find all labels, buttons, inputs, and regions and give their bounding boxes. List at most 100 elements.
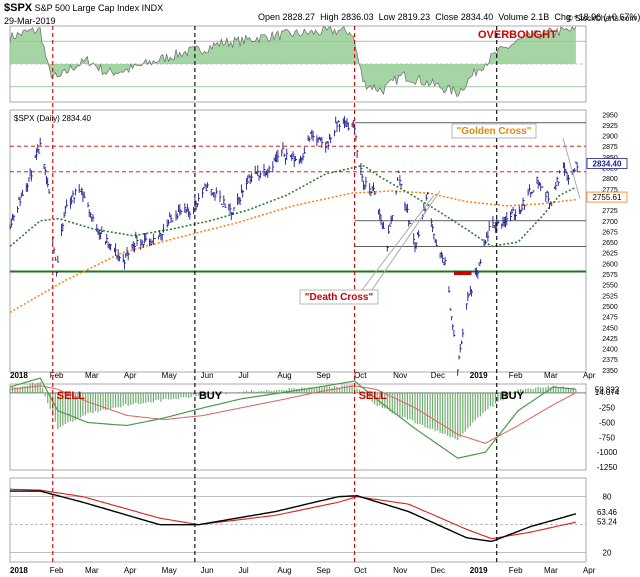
annotations: OVERBOUGHT "Golden Cross" "Death Cross" bbox=[52, 26, 581, 562]
golden-cross-pointer bbox=[562, 137, 581, 199]
signal-label-sell: SELL bbox=[57, 390, 85, 402]
x-tick-label: Apr bbox=[583, 566, 596, 575]
price-panel: $SPX (Daily) 2834.4023502375240024252450… bbox=[9, 112, 628, 376]
macd-tick-label: -250 bbox=[599, 404, 616, 413]
price-tick-label: 2875 bbox=[602, 144, 618, 151]
x-tick-label: Mar bbox=[85, 566, 99, 575]
x-tick-label: 2019 bbox=[470, 566, 488, 575]
ma-50-line bbox=[9, 164, 577, 247]
x-tick-label: Feb bbox=[50, 566, 64, 575]
price-tick-label: 2550 bbox=[602, 283, 618, 290]
macd-tick-label: -1000 bbox=[597, 448, 618, 457]
x-tick-label: May bbox=[162, 566, 177, 575]
chart-date: 29-Mar-2019 bbox=[4, 16, 56, 26]
price-tick-label: 2450 bbox=[602, 325, 618, 332]
macd-line bbox=[9, 377, 576, 459]
macd-tick-label: -1250 bbox=[597, 463, 618, 472]
x-tick-label: Sep bbox=[316, 371, 331, 380]
high-value: High 2836.03 bbox=[320, 12, 374, 22]
price-tick-label: 2625 bbox=[602, 251, 618, 258]
x-tick-label: Mar bbox=[85, 371, 99, 380]
price-tick-label: 2800 bbox=[602, 176, 618, 183]
price-tick-label: 2725 bbox=[602, 208, 618, 215]
last-price-box bbox=[586, 158, 628, 169]
price-tick-label: 2425 bbox=[602, 336, 618, 343]
macd-histogram bbox=[9, 382, 577, 441]
price-tick-label: 2950 bbox=[602, 112, 618, 119]
signal-label-sell: SELL bbox=[359, 390, 387, 402]
price-tick-label: 2775 bbox=[602, 187, 618, 194]
price-bars bbox=[9, 116, 579, 376]
osc-tick-label: 80 bbox=[603, 493, 612, 502]
x-tick-label: Jun bbox=[201, 566, 214, 575]
x-tick-label: Sep bbox=[316, 566, 331, 575]
macd-tick-label: -750 bbox=[599, 433, 616, 442]
osc-signal-line bbox=[9, 488, 577, 540]
golden-cross-box bbox=[451, 123, 537, 139]
panel-frames bbox=[9, 25, 587, 563]
x-tick-label: Apr bbox=[124, 566, 137, 575]
x-tick-label: Mar bbox=[544, 566, 558, 575]
price-tick-label: 2375 bbox=[602, 357, 618, 364]
price-tick-label: 2575 bbox=[602, 272, 618, 279]
signal-label-buy: BUY bbox=[199, 390, 223, 402]
x-tick-label: Jul bbox=[238, 566, 248, 575]
change-value: Chg +18.96 (+0.67%) bbox=[554, 12, 640, 22]
price-tick-label: 2500 bbox=[602, 304, 618, 311]
price-tick-label: 2700 bbox=[602, 219, 618, 226]
chart-header: $SPX S&P 500 Large Cap Index INDX bbox=[4, 2, 163, 14]
panel-frame-macd bbox=[9, 383, 587, 471]
price-tick-label: 2400 bbox=[602, 347, 618, 354]
x-tick-label: Jul bbox=[238, 371, 248, 380]
ohlc-readout: Open 2828.27 High 2836.03 Low 2819.23 Cl… bbox=[258, 12, 640, 22]
overbought-label: OVERBOUGHT bbox=[478, 29, 557, 41]
symbol: $SPX bbox=[4, 2, 33, 14]
close-value: Close 2834.40 bbox=[435, 12, 494, 22]
last-price-label: 2834.40 bbox=[593, 160, 622, 169]
source-credit: © StockCharts.com bbox=[567, 14, 637, 23]
x-tick-label: Aug bbox=[277, 371, 291, 380]
price-tick-label: 2650 bbox=[602, 240, 618, 247]
x-tick-label: Dec bbox=[431, 566, 445, 575]
index-name: S&P 500 Large Cap Index bbox=[34, 3, 140, 13]
breakdown-marker bbox=[453, 271, 472, 276]
price-tick-label: 2825 bbox=[602, 166, 618, 173]
death-cross-label: "Death Cross" bbox=[305, 292, 374, 303]
death-cross-box bbox=[299, 289, 379, 305]
x-tick-label: Aug bbox=[277, 566, 291, 575]
rsi-panel: -5.04 -50 -80 bbox=[10, 26, 586, 98]
price-tick-label: 2675 bbox=[602, 229, 618, 236]
price-tick-label: 2900 bbox=[602, 134, 618, 141]
x-tick-label: 2019 bbox=[470, 371, 488, 380]
panel-frame-osc bbox=[9, 477, 587, 563]
rsi-line bbox=[10, 26, 577, 98]
ma-value-label: 2755.61 bbox=[593, 193, 622, 202]
price-tick-label: 2525 bbox=[602, 293, 618, 300]
osc-tick-label: 63.46 bbox=[597, 508, 618, 517]
x-tick-label: Oct bbox=[354, 566, 367, 575]
panel-frame-price bbox=[9, 109, 587, 373]
x-tick-label: Dec bbox=[431, 371, 445, 380]
volume-value: Volume 2.1B bbox=[498, 12, 550, 22]
x-axis: 2018 2018 Feb Feb Mar Mar Apr Apr May May Jun Jun Ju… bbox=[10, 371, 596, 575]
golden-cross-label: "Golden Cross" bbox=[456, 126, 531, 137]
osc-tick-label: 20 bbox=[603, 549, 612, 558]
low-value: Low 2819.23 bbox=[378, 12, 431, 22]
price-tick-label: 2350 bbox=[602, 368, 618, 375]
macd-tick-label: -500 bbox=[599, 419, 616, 428]
x-tick-label: May bbox=[162, 371, 177, 380]
ma-value-box bbox=[586, 191, 628, 203]
x-tick-label: Feb bbox=[50, 371, 64, 380]
x-tick-label: Nov bbox=[393, 566, 407, 575]
x-tick-label: Mar bbox=[544, 371, 558, 380]
price-tick-label: 2600 bbox=[602, 261, 618, 268]
x-tick-label: Oct bbox=[354, 371, 367, 380]
x-tick-label: Apr bbox=[583, 371, 596, 380]
macd-tick-label: 59.823 bbox=[595, 385, 620, 394]
macd-signal-line bbox=[9, 385, 577, 444]
price-tick-label: 2475 bbox=[602, 315, 618, 322]
death-cross-pointer bbox=[371, 190, 441, 291]
